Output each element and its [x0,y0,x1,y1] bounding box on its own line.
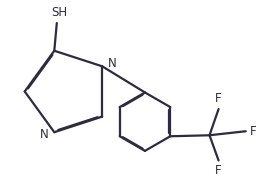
Text: F: F [250,125,256,138]
Text: F: F [215,164,222,177]
Text: N: N [108,57,117,70]
Text: F: F [215,92,222,105]
Text: SH: SH [51,6,67,19]
Text: N: N [39,128,48,141]
